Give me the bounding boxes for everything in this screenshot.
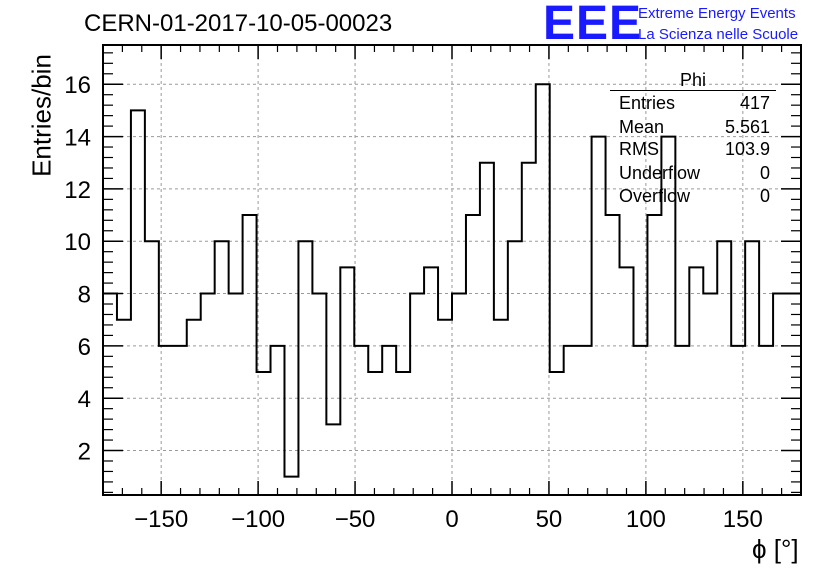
stat-entries-label: Entries <box>619 93 676 113</box>
x-tick-label: 50 <box>536 506 563 533</box>
y-tick-label: 16 <box>64 72 91 99</box>
y-tick-label: 6 <box>78 334 91 361</box>
stat-overflow-label: Overflow <box>619 186 691 206</box>
chart-title: CERN-01-2017-10-05-00023 <box>84 10 393 37</box>
stat-rms-value: 103.9 <box>724 139 770 159</box>
logo-line-1: Extreme Energy Events <box>638 5 796 22</box>
x-axis-label: ϕ [°] <box>752 534 799 564</box>
stat-rms-label: RMS <box>619 139 659 159</box>
x-tick-label: 0 <box>445 506 458 533</box>
x-tick-label: 100 <box>626 506 666 533</box>
x-axis: −150 −100 −50 0 50 100 150 <box>121 45 783 533</box>
y-axis: 2 4 6 8 10 12 14 16 <box>64 52 801 493</box>
stats-title: Phi <box>679 70 706 90</box>
x-tick-label: −150 <box>134 506 188 533</box>
y-tick-label: 10 <box>64 229 91 256</box>
x-tick-label: 150 <box>723 506 763 533</box>
stats-divider <box>610 90 776 91</box>
stat-mean-label: Mean <box>619 117 665 137</box>
eee-logo: EEE <box>543 0 643 50</box>
y-tick-label: 8 <box>78 282 91 309</box>
x-tick-label: −100 <box>231 506 285 533</box>
y-tick-label: 4 <box>78 386 91 413</box>
y-tick-label: 14 <box>64 125 91 152</box>
y-axis-label: Entries/bin <box>26 54 57 177</box>
stat-underflow-label: Underflow <box>619 163 701 183</box>
histogram-series <box>103 83 801 478</box>
stat-underflow-value: 0 <box>759 163 770 183</box>
y-tick-label: 2 <box>78 439 91 466</box>
stat-mean-value: 5.561 <box>724 117 770 137</box>
y-tick-label: 12 <box>64 177 91 204</box>
x-tick-label: −50 <box>335 506 376 533</box>
stat-entries-value: 417 <box>739 93 770 113</box>
logo-line-2: La Scienza nelle Scuole <box>638 26 799 43</box>
stat-overflow-value: 0 <box>759 186 770 206</box>
